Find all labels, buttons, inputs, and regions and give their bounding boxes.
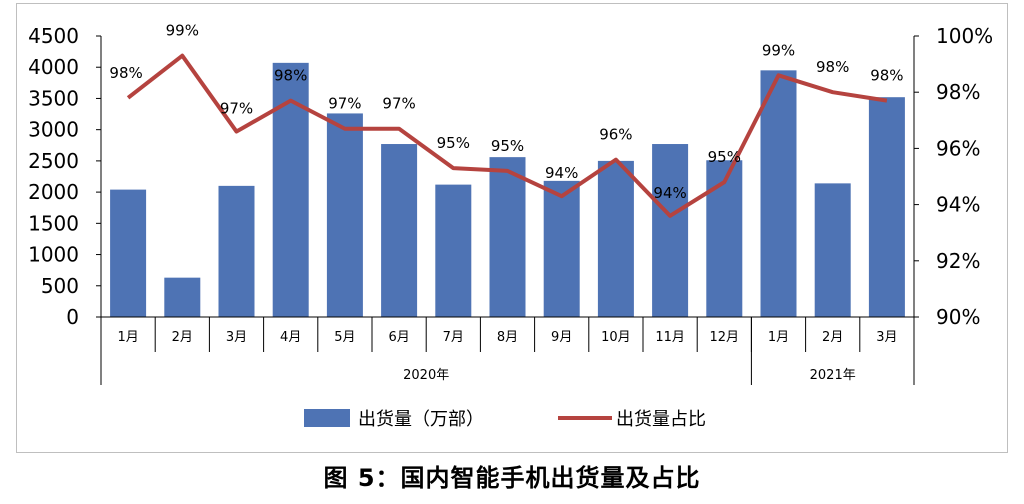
category-label: 3月 [876,330,897,345]
percent-label: 99% [166,22,199,40]
left-tick-label: 0 [66,305,79,329]
percent-label: 98% [109,64,142,82]
right-tick-label: 100% [936,24,993,48]
bar [706,160,743,317]
left-tick-label: 3000 [28,118,79,142]
percent-label: 97% [328,95,361,113]
bar [814,183,851,317]
right-tick-label: 92% [936,249,980,273]
bar [435,184,472,317]
percent-label: 97% [382,95,415,113]
percent-label: 96% [599,126,632,144]
left-tick-label: 1500 [28,211,79,235]
category-label: 6月 [388,330,409,345]
left-tick-label: 3500 [28,86,79,110]
bar [164,277,201,317]
category-label: 10月 [601,330,631,345]
category-label: 5月 [334,330,355,345]
bar [868,97,905,317]
bar [326,113,363,317]
bar [218,185,255,317]
bar [543,180,580,317]
left-tick-label: 2500 [28,149,79,173]
group-label: 2020年 [403,368,449,383]
left-axis: 0 500 1000 1500 2000 2500 3000 3500 4000 4500 [28,24,102,329]
category-label: 1月 [117,330,138,345]
right-tick-label: 94% [936,193,980,217]
bar [489,157,526,317]
percent-labels: 98% 99% 97% 98% 97% 97% 95% 95% 94% 96% 94% 95% 99% 9… [109,22,903,202]
category-label: 2月 [822,330,843,345]
category-label: 2月 [172,330,193,345]
category-axis: 1月 2月 3月 4月 5月 6月 7月 8月 9月 10月 11月 12月 1月 2月 3月 2020年 20… [100,316,915,385]
category-label: 4月 [280,330,301,345]
percent-label: 98% [870,67,903,85]
percent-label: 95% [708,148,741,166]
bar [110,189,147,317]
category-label: 12月 [710,330,740,345]
bar-series [110,62,905,318]
right-tick-label: 96% [936,136,980,160]
category-label: 3月 [226,330,247,345]
bar [760,70,797,317]
percent-label: 94% [653,184,686,202]
percent-label: 98% [816,58,849,76]
legend-line-label: 出货量占比 [616,409,706,430]
bar [381,144,418,317]
left-tick-label: 2000 [28,180,79,204]
category-label: 9月 [551,330,572,345]
percent-label: 98% [274,67,307,85]
bar [652,144,689,317]
category-label: 8月 [497,330,518,345]
percent-label: 95% [437,134,470,152]
legend-bar-swatch [304,409,350,427]
figure-caption: 图 5：国内智能手机出货量及占比 [323,464,701,492]
legend-bar-label: 出货量（万部） [358,409,484,430]
percent-label: 99% [762,41,795,59]
category-label: 1月 [768,330,789,345]
group-label: 2021年 [810,368,856,383]
category-label: 7月 [443,330,464,345]
right-axis: 90% 92% 94% 96% 98% 100% [913,24,993,329]
percent-label: 95% [491,137,524,155]
left-tick-label: 4000 [28,55,79,79]
left-tick-label: 1000 [28,243,79,267]
line-series [126,53,888,218]
bar [597,160,634,317]
right-tick-label: 98% [936,80,980,104]
right-tick-label: 90% [936,305,980,329]
left-tick-label: 4500 [28,24,79,48]
legend: 出货量（万部） 出货量占比 [304,409,706,430]
category-label: 11月 [655,330,685,345]
share-line [126,53,888,218]
percent-label: 97% [220,100,253,118]
percent-label: 94% [545,164,578,182]
left-tick-label: 500 [41,274,79,298]
